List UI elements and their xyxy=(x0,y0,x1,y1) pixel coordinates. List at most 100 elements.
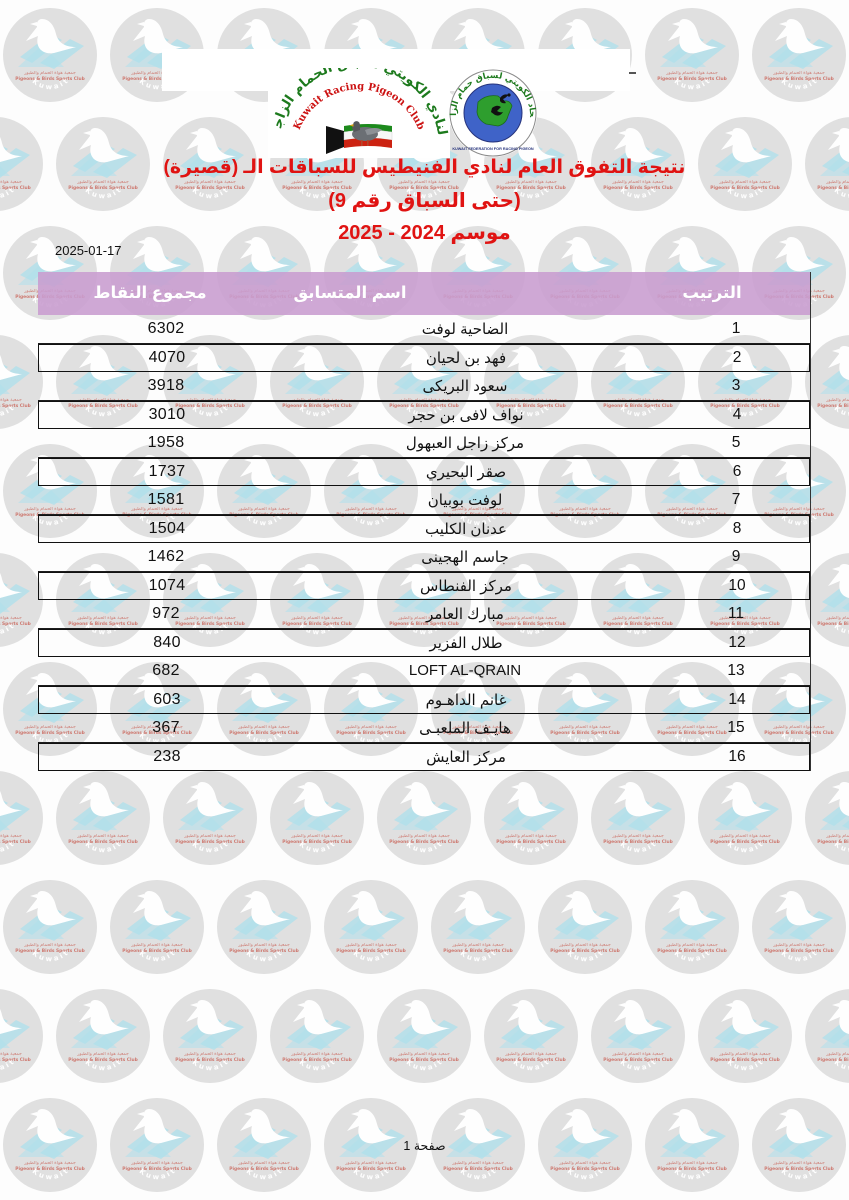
svg-text:جمعية هواة الحمام والطيور: جمعية هواة الحمام والطيور xyxy=(237,1161,290,1166)
svg-text:جمعية هواة الحمام والطيور: جمعية هواة الحمام والطيور xyxy=(237,507,290,512)
svg-text:جمعية هواة الحمام والطيور: جمعية هواة الحمام والطيور xyxy=(76,180,129,185)
svg-text:Pigeons & Birds Sports Club: Pigeons & Birds Sports Club xyxy=(122,1166,192,1172)
table-row: 1737 صقر البحيري 6 xyxy=(38,457,810,486)
table-row: 840 طلال الفزير 12 xyxy=(38,628,810,657)
results-table: مجموع النقاط اسم المتسابق الترتيب 6302 ا… xyxy=(38,272,811,771)
points-value: 1958 xyxy=(147,433,185,451)
points-value: 4070 xyxy=(148,348,186,366)
club-watermark-icon: جمعية هواة الحمام والطيور Pigeons & Bird… xyxy=(751,7,847,103)
svg-text:Pigeons & Birds Sports Club: Pigeons & Birds Sports Club xyxy=(603,185,673,191)
club-watermark-icon: جمعية هواة الحمام والطيور Pigeons & Bird… xyxy=(2,7,98,103)
table-row: 1581 لوفت بوبيان 7 xyxy=(38,486,810,515)
club-watermark-icon: جمعية هواة الحمام والطيور Pigeons & Bird… xyxy=(323,879,419,975)
rank-value: 4 xyxy=(732,405,742,423)
table-row: 6302 الضاحية لوفت 1 xyxy=(38,315,810,344)
svg-text:جمعية هواة الحمام والطيور: جمعية هواة الحمام والطيور xyxy=(0,616,22,621)
svg-text:Pigeons & Birds Sports Club: Pigeons & Birds Sports Club xyxy=(764,730,834,736)
svg-text:جمعية هواة الحمام والطيور: جمعية هواة الحمام والطيور xyxy=(718,834,771,839)
rank-value: 15 xyxy=(727,718,745,736)
club-watermark-icon: جمعية هواة الحمام والطيور Pigeons & Bird… xyxy=(269,770,365,866)
club-watermark-icon: جمعية هواة الحمام والطيور Pigeons & Bird… xyxy=(109,1097,205,1193)
svg-text:جمعية هواة الحمام والطيور: جمعية هواة الحمام والطيور xyxy=(504,1052,557,1057)
svg-text:جمعية هواة الحمام والطيور: جمعية هواة الحمام والطيور xyxy=(504,180,557,185)
club-watermark-icon: جمعية هواة الحمام والطيور Pigeons & Bird… xyxy=(0,334,44,430)
table-row: 3918 سعود البريكى 3 xyxy=(38,372,810,401)
svg-text:جمعية هواة الحمام والطيور: جمعية هواة الحمام والطيور xyxy=(23,1161,76,1166)
svg-text:Pigeons & Birds Sports Club: Pigeons & Birds Sports Club xyxy=(122,730,192,736)
svg-text:Pigeons & Birds Sports Club: Pigeons & Birds Sports Club xyxy=(710,621,780,627)
svg-text:Pigeons & Birds Sports Club: Pigeons & Birds Sports Club xyxy=(15,76,85,82)
svg-text:Pigeons & Birds Sports Club: Pigeons & Birds Sports Club xyxy=(0,839,31,845)
rank-value: 1 xyxy=(731,319,741,337)
svg-text:جمعية هواة الحمام والطيور: جمعية هواة الحمام والطيور xyxy=(558,725,611,730)
stray-dash-mark xyxy=(629,72,636,74)
competitor-name: LOFT AL-QRAIN xyxy=(408,662,522,680)
rank-value: 7 xyxy=(731,490,741,508)
svg-text:Pigeons & Birds Sports Club: Pigeons & Birds Sports Club xyxy=(389,1057,459,1063)
club-watermark-icon: جمعية هواة الحمام والطيور Pigeons & Bird… xyxy=(804,770,849,866)
club-watermark-icon: جمعية هواة الحمام والطيور Pigeons & Bird… xyxy=(0,770,44,866)
points-value: 840 xyxy=(153,633,181,651)
svg-text:Pigeons & Birds Sports Club: Pigeons & Birds Sports Club xyxy=(496,839,566,845)
svg-text:Pigeons & Birds Sports Club: Pigeons & Birds Sports Club xyxy=(336,1166,406,1172)
club-watermark-icon: جمعية هواة الحمام والطيور Pigeons & Bird… xyxy=(376,988,472,1084)
svg-text:جمعية هواة الحمام والطيور: جمعية هواة الحمام والطيور xyxy=(23,71,76,76)
svg-text:جمعية هواة الحمام والطيور: جمعية هواة الحمام والطيور xyxy=(76,616,129,621)
competitor-name: جاسم الهجينى xyxy=(421,548,509,566)
svg-text:Pigeons & Birds Sports Club: Pigeons & Birds Sports Club xyxy=(496,1057,566,1063)
svg-text:جمعية هواة الحمام والطيور: جمعية هواة الحمام والطيور xyxy=(183,834,236,839)
svg-text:Pigeons & Birds Sports Club: Pigeons & Birds Sports Club xyxy=(68,403,138,409)
club-watermark-icon: جمعية هواة الحمام والطيور Pigeons & Bird… xyxy=(323,1097,419,1193)
svg-text:Pigeons & Birds Sports Club: Pigeons & Birds Sports Club xyxy=(389,621,459,627)
club-logo: النادي الكويتي لسباق الحمام الزاجل Kuwai… xyxy=(268,68,450,158)
svg-text:جمعية هواة الحمام والطيور: جمعية هواة الحمام والطيور xyxy=(718,180,771,185)
club-watermark-icon: جمعية هواة الحمام والطيور Pigeons & Bird… xyxy=(216,1097,312,1193)
svg-text:جمعية هواة الحمام والطيور: جمعية هواة الحمام والطيور xyxy=(558,1161,611,1166)
svg-text:جمعية هواة الحمام والطيور: جمعية هواة الحمام والطيور xyxy=(0,398,22,403)
svg-text:جمعية هواة الحمام والطيور: جمعية هواة الحمام والطيور xyxy=(130,725,183,730)
club-watermark-icon: جمعية هواة الحمام والطيور Pigeons & Bird… xyxy=(2,879,98,975)
svg-text:Pigeons & Birds Sports Club: Pigeons & Birds Sports Club xyxy=(389,185,459,191)
svg-text:جمعية هواة الحمام والطيور: جمعية هواة الحمام والطيور xyxy=(397,834,450,839)
svg-text:Pigeons & Birds Sports Club: Pigeons & Birds Sports Club xyxy=(175,621,245,627)
svg-text:Pigeons & Birds Sports Club: Pigeons & Birds Sports Club xyxy=(603,839,673,845)
svg-text:Pigeons & Birds Sports Club: Pigeons & Birds Sports Club xyxy=(122,76,192,82)
club-watermark-icon: جمعية هواة الحمام والطيور Pigeons & Bird… xyxy=(269,988,365,1084)
svg-text:جمعية هواة الحمام والطيور: جمعية هواة الحمام والطيور xyxy=(397,180,450,185)
points-value: 682 xyxy=(152,661,180,679)
competitor-name: فهد بن لحيان xyxy=(425,349,507,367)
federation-logo-pigeon-icon xyxy=(491,93,511,116)
competitor-name: مركز الفنطاس xyxy=(420,577,512,595)
points-value: 238 xyxy=(153,747,181,765)
svg-text:جمعية هواة الحمام والطيور: جمعية هواة الحمام والطيور xyxy=(451,725,504,730)
svg-text:Pigeons & Birds Sports Club: Pigeons & Birds Sports Club xyxy=(175,1057,245,1063)
svg-text:جمعية هواة الحمام والطيور: جمعية هواة الحمام والطيور xyxy=(0,180,22,185)
competitor-name: مركز زاجل العبهول xyxy=(405,434,525,452)
svg-text:جمعية هواة الحمام والطيور: جمعية هواة الحمام والطيور xyxy=(76,834,129,839)
svg-text:Pigeons & Birds Sports Club: Pigeons & Birds Sports Club xyxy=(68,185,138,191)
svg-text:Pigeons & Birds Sports Club: Pigeons & Birds Sports Club xyxy=(0,185,31,191)
svg-text:Pigeons & Birds Sports Club: Pigeons & Birds Sports Club xyxy=(336,948,406,954)
federation-logo-english-arc: KUWAIT FEDERATION FOR RACING PIGEON xyxy=(452,147,534,151)
rank-value: 9 xyxy=(731,547,741,565)
svg-text:جمعية هواة الحمام والطيور: جمعية هواة الحمام والطيور xyxy=(183,180,236,185)
svg-text:Pigeons & Birds Sports Club: Pigeons & Birds Sports Club xyxy=(443,730,513,736)
club-watermark-icon: جمعية هواة الحمام والطيور Pigeons & Bird… xyxy=(55,770,151,866)
svg-text:Pigeons & Birds Sports Club: Pigeons & Birds Sports Club xyxy=(15,1166,85,1172)
svg-text:Pigeons & Birds Sports Club: Pigeons & Birds Sports Club xyxy=(175,185,245,191)
points-value: 1581 xyxy=(147,490,185,508)
club-watermark-icon: جمعية هواة الحمام والطيور Pigeons & Bird… xyxy=(269,552,365,648)
svg-text:جمعية هواة الحمام والطيور: جمعية هواة الحمام والطيور xyxy=(665,725,718,730)
competitor-name: عدنان الكليب xyxy=(425,520,507,538)
svg-text:جمعية هواة الحمام والطيور: جمعية هواة الحمام والطيور xyxy=(344,943,397,948)
svg-text:Pigeons & Birds Sports Club: Pigeons & Birds Sports Club xyxy=(657,1166,727,1172)
rank-value: 13 xyxy=(727,661,745,679)
column-header-points: مجموع النقاط xyxy=(93,284,207,302)
svg-text:جمعية هواة الحمام والطيور: جمعية هواة الحمام والطيور xyxy=(451,1161,504,1166)
svg-text:جمعية هواة الحمام والطيور: جمعية هواة الحمام والطيور xyxy=(825,616,849,621)
table-row: 1462 جاسم الهجينى 9 xyxy=(38,543,810,572)
club-watermark-icon: جمعية هواة الحمام والطيور Pigeons & Bird… xyxy=(644,1097,740,1193)
club-watermark-icon: جمعية هواة الحمام والطيور Pigeons & Bird… xyxy=(376,334,472,430)
rank-value: 2 xyxy=(732,348,742,366)
